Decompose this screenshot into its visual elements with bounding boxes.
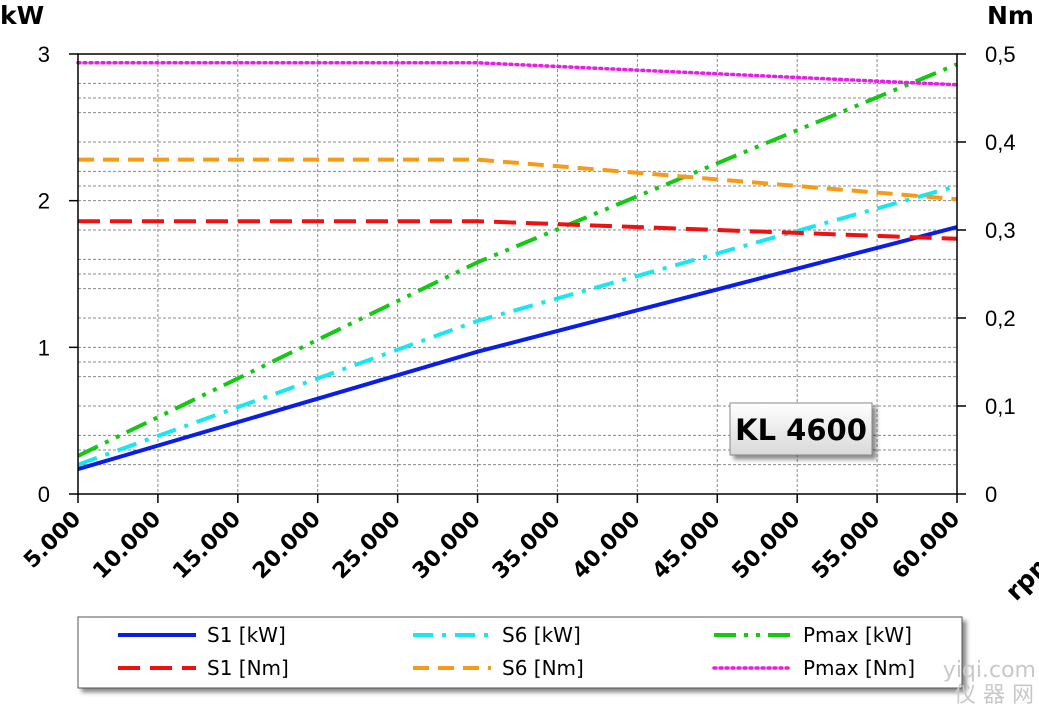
- legend-label: S1 [kW]: [207, 623, 286, 647]
- x-tick-label: 60.000: [888, 507, 966, 585]
- x-tick-label: 55.000: [808, 507, 886, 585]
- y-right-tick-label: 0,4: [985, 130, 1016, 155]
- x-tick-label: 40.000: [568, 507, 646, 585]
- x-axis-title: rpm: [1000, 546, 1039, 606]
- y-left-tick-label: 2: [38, 189, 50, 214]
- x-tick-label: 20.000: [248, 507, 326, 585]
- series-line: [78, 219, 958, 241]
- legend-label: S6 [kW]: [502, 623, 581, 647]
- y-right-axis-title: Nm: [987, 1, 1034, 30]
- legend-label: Pmax [Nm]: [803, 656, 915, 680]
- y-left-tick-label: 1: [38, 335, 50, 360]
- series-layer: [76, 61, 959, 472]
- legend-label: S1 [Nm]: [207, 656, 289, 680]
- grid: [78, 54, 957, 494]
- watermark-line1: yiqi.com: [943, 658, 1036, 683]
- legend-label: Pmax [kW]: [803, 623, 912, 647]
- series-line: [78, 157, 958, 202]
- watermark: yiqi.com 仪 器 网: [943, 658, 1036, 708]
- x-tick-label: 15.000: [168, 507, 246, 585]
- series-line: [76, 61, 959, 87]
- watermark-line2: 仪 器 网: [954, 683, 1034, 708]
- x-tick-label: 10.000: [88, 507, 166, 585]
- y-right-tick-label: 0: [985, 482, 997, 507]
- y-left-tick-label: 3: [38, 42, 50, 67]
- y-left-axis-title: kW: [0, 1, 44, 30]
- annotation-badge: KL 4600: [729, 402, 873, 456]
- series-line: [77, 62, 958, 458]
- legend-box: [77, 616, 963, 689]
- x-tick-label: 35.000: [488, 507, 566, 585]
- y-right-tick-label: 0,3: [985, 218, 1016, 243]
- series-line: [77, 225, 958, 472]
- y-left-tick-label: 0: [38, 482, 50, 507]
- x-tick-label: 30.000: [408, 507, 486, 585]
- plot-frame: [77, 53, 958, 495]
- x-tick-label: 50.000: [728, 507, 806, 585]
- y-right-tick-label: 0,1: [985, 394, 1016, 419]
- annotation-text: KL 4600: [735, 413, 867, 447]
- y-right-tick-label: 0,2: [985, 306, 1016, 331]
- legend-label: S6 [Nm]: [502, 656, 584, 680]
- x-tick-label: 5.000: [19, 507, 86, 574]
- legend: S1 [kW] S6 [kW] Pmax [kW] S1 [Nm] S6 [Nm] Pma…: [77, 616, 963, 689]
- y-right-tick-label: 0,5: [985, 42, 1016, 67]
- x-tick-label: 25.000: [328, 507, 406, 585]
- x-tick-label: 45.000: [648, 507, 726, 585]
